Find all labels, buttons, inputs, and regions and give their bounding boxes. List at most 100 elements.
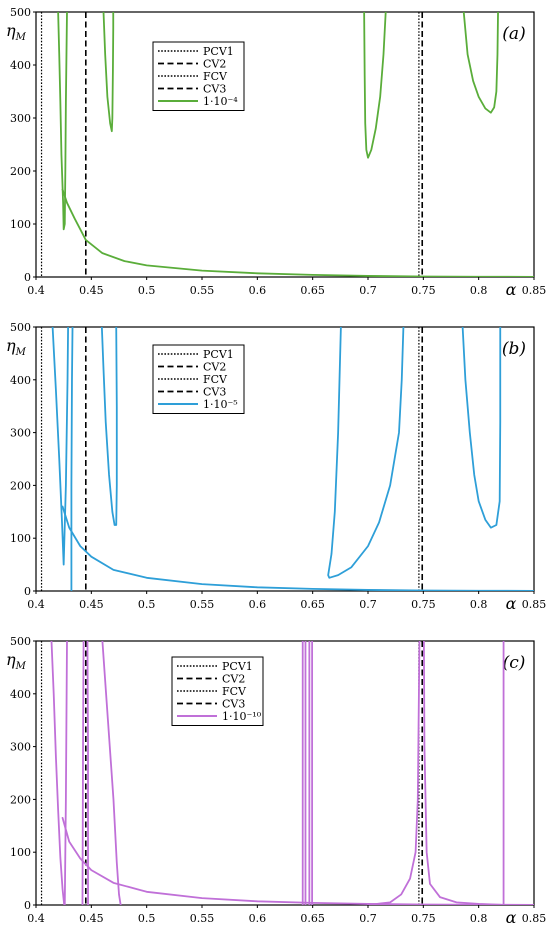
- legend-entry: FCV: [222, 685, 247, 698]
- x-tick-label: 0.45: [79, 912, 104, 925]
- series-curve: [61, 188, 534, 277]
- series-curve: [57, 12, 68, 231]
- y-tick-label: 100: [10, 846, 31, 859]
- x-tick-label: 0.75: [411, 912, 436, 925]
- y-tick-label: 300: [10, 427, 31, 440]
- x-tick-label: 0.85: [522, 912, 547, 925]
- legend-entry: CV3: [222, 698, 245, 711]
- series-curve: [422, 641, 502, 905]
- series-curve: [462, 12, 499, 114]
- legend-entry: 1·10⁻⁵: [203, 398, 238, 411]
- series-curve: [461, 327, 502, 529]
- legend-entry: PCV1: [203, 45, 234, 58]
- series-curve: [81, 641, 85, 905]
- series-curve: [101, 641, 122, 905]
- x-tick-label: 0.4: [27, 912, 45, 925]
- x-tick-label: 0.4: [27, 598, 45, 611]
- legend-entry: 1·10⁻⁴: [203, 95, 238, 108]
- x-tick-label: 0.8: [470, 598, 488, 611]
- x-tick-label: 0.85: [522, 598, 547, 611]
- x-tick-label: 0.75: [411, 598, 436, 611]
- panel-label: (c): [503, 653, 526, 673]
- y-tick-label: 0: [24, 899, 31, 912]
- series-curve: [102, 12, 115, 133]
- chart-panel-3: 0 100 200 300 400 500 0.4 0.45 0.5 0.55 0.6 0.65 0.7…: [6, 635, 546, 927]
- x-tick-label: 0.8: [470, 284, 488, 297]
- x-tick-label: 0.5: [138, 598, 156, 611]
- plot-frame: [35, 11, 535, 278]
- x-tick-label: 0.65: [300, 598, 325, 611]
- x-tick-label: 0.5: [138, 284, 156, 297]
- y-axis-label-main: η: [6, 21, 16, 40]
- x-tick-label: 0.45: [79, 598, 104, 611]
- x-tick-label: 0.6: [249, 912, 267, 925]
- x-tick-label: 0.8: [470, 912, 488, 925]
- y-tick-label: 300: [10, 741, 31, 754]
- plot-content: [40, 12, 534, 277]
- x-tick-label: 0.6: [249, 284, 267, 297]
- legend-entry: CV3: [203, 386, 226, 399]
- y-axis-label-main: η: [6, 650, 16, 669]
- y-tick-label: 300: [10, 112, 31, 125]
- series-curve: [363, 12, 387, 159]
- x-tick-label: 0.45: [79, 284, 104, 297]
- y-tick-label: 400: [10, 59, 31, 72]
- chart-panel-2: 0 100 200 300 400 500 0.4 0.45 0.5 0.55 0.6 0.65 0.7…: [6, 321, 546, 613]
- x-tick-label: 0.55: [190, 912, 215, 925]
- series-curve: [50, 641, 66, 905]
- y-axis-label-subscript: M: [15, 347, 27, 358]
- x-tick-label: 0.7: [359, 912, 377, 925]
- y-tick-label: 500: [10, 6, 31, 19]
- chart-panel-1: 0 100 200 300 400 500 0.4 0.45 0.5 0.55 0.6 0.65 0.7…: [6, 6, 546, 299]
- plot-content: [40, 641, 534, 905]
- series-curve: [51, 327, 69, 566]
- x-tick-label: 0.85: [522, 284, 547, 297]
- legend-entry: PCV1: [203, 348, 234, 361]
- x-tick-label: 0.65: [300, 912, 325, 925]
- x-tick-label: 0.65: [300, 284, 325, 297]
- y-tick-label: 200: [10, 479, 31, 492]
- y-tick-label: 100: [10, 218, 31, 231]
- x-tick-label: 0.5: [138, 912, 156, 925]
- legend-entry: CV2: [203, 361, 226, 374]
- y-tick-label: 500: [10, 321, 31, 334]
- plot-content: [40, 327, 534, 591]
- series-curve: [86, 641, 89, 905]
- y-axis-label: ηM: [6, 336, 27, 358]
- panel-label: (b): [502, 339, 526, 359]
- y-axis-label-subscript: M: [15, 32, 27, 43]
- y-tick-label: 400: [10, 688, 31, 701]
- y-axis-label: ηM: [6, 650, 27, 672]
- y-tick-label: 200: [10, 793, 31, 806]
- series-curve: [327, 327, 405, 579]
- plot-frame: [35, 640, 535, 906]
- x-tick-label: 0.6: [249, 598, 267, 611]
- x-axis-label: α: [506, 594, 517, 613]
- series-curve: [367, 641, 421, 905]
- y-axis-label: ηM: [6, 21, 27, 43]
- y-tick-label: 0: [24, 271, 31, 284]
- x-tick-label: 0.4: [27, 284, 45, 297]
- legend-entry: FCV: [203, 373, 228, 386]
- y-axis-label-subscript: M: [15, 661, 27, 672]
- x-tick-label: 0.7: [359, 284, 377, 297]
- legend-entry: CV2: [222, 673, 245, 686]
- legend-entry: PCV1: [222, 660, 253, 673]
- y-tick-label: 0: [24, 585, 31, 598]
- x-tick-label: 0.75: [411, 284, 436, 297]
- y-axis-label-main: η: [6, 336, 16, 355]
- y-tick-label: 400: [10, 374, 31, 387]
- series-curve: [61, 505, 534, 591]
- series-curve: [70, 327, 74, 591]
- legend-entry: FCV: [203, 70, 228, 83]
- legend-entry: CV3: [203, 83, 226, 96]
- series-curve: [100, 327, 118, 526]
- y-tick-label: 200: [10, 165, 31, 178]
- legend-entry: 1·10⁻¹⁰: [222, 710, 262, 723]
- plot-frame: [35, 326, 535, 592]
- x-axis-label: α: [506, 908, 517, 927]
- legend-entry: CV2: [203, 58, 226, 71]
